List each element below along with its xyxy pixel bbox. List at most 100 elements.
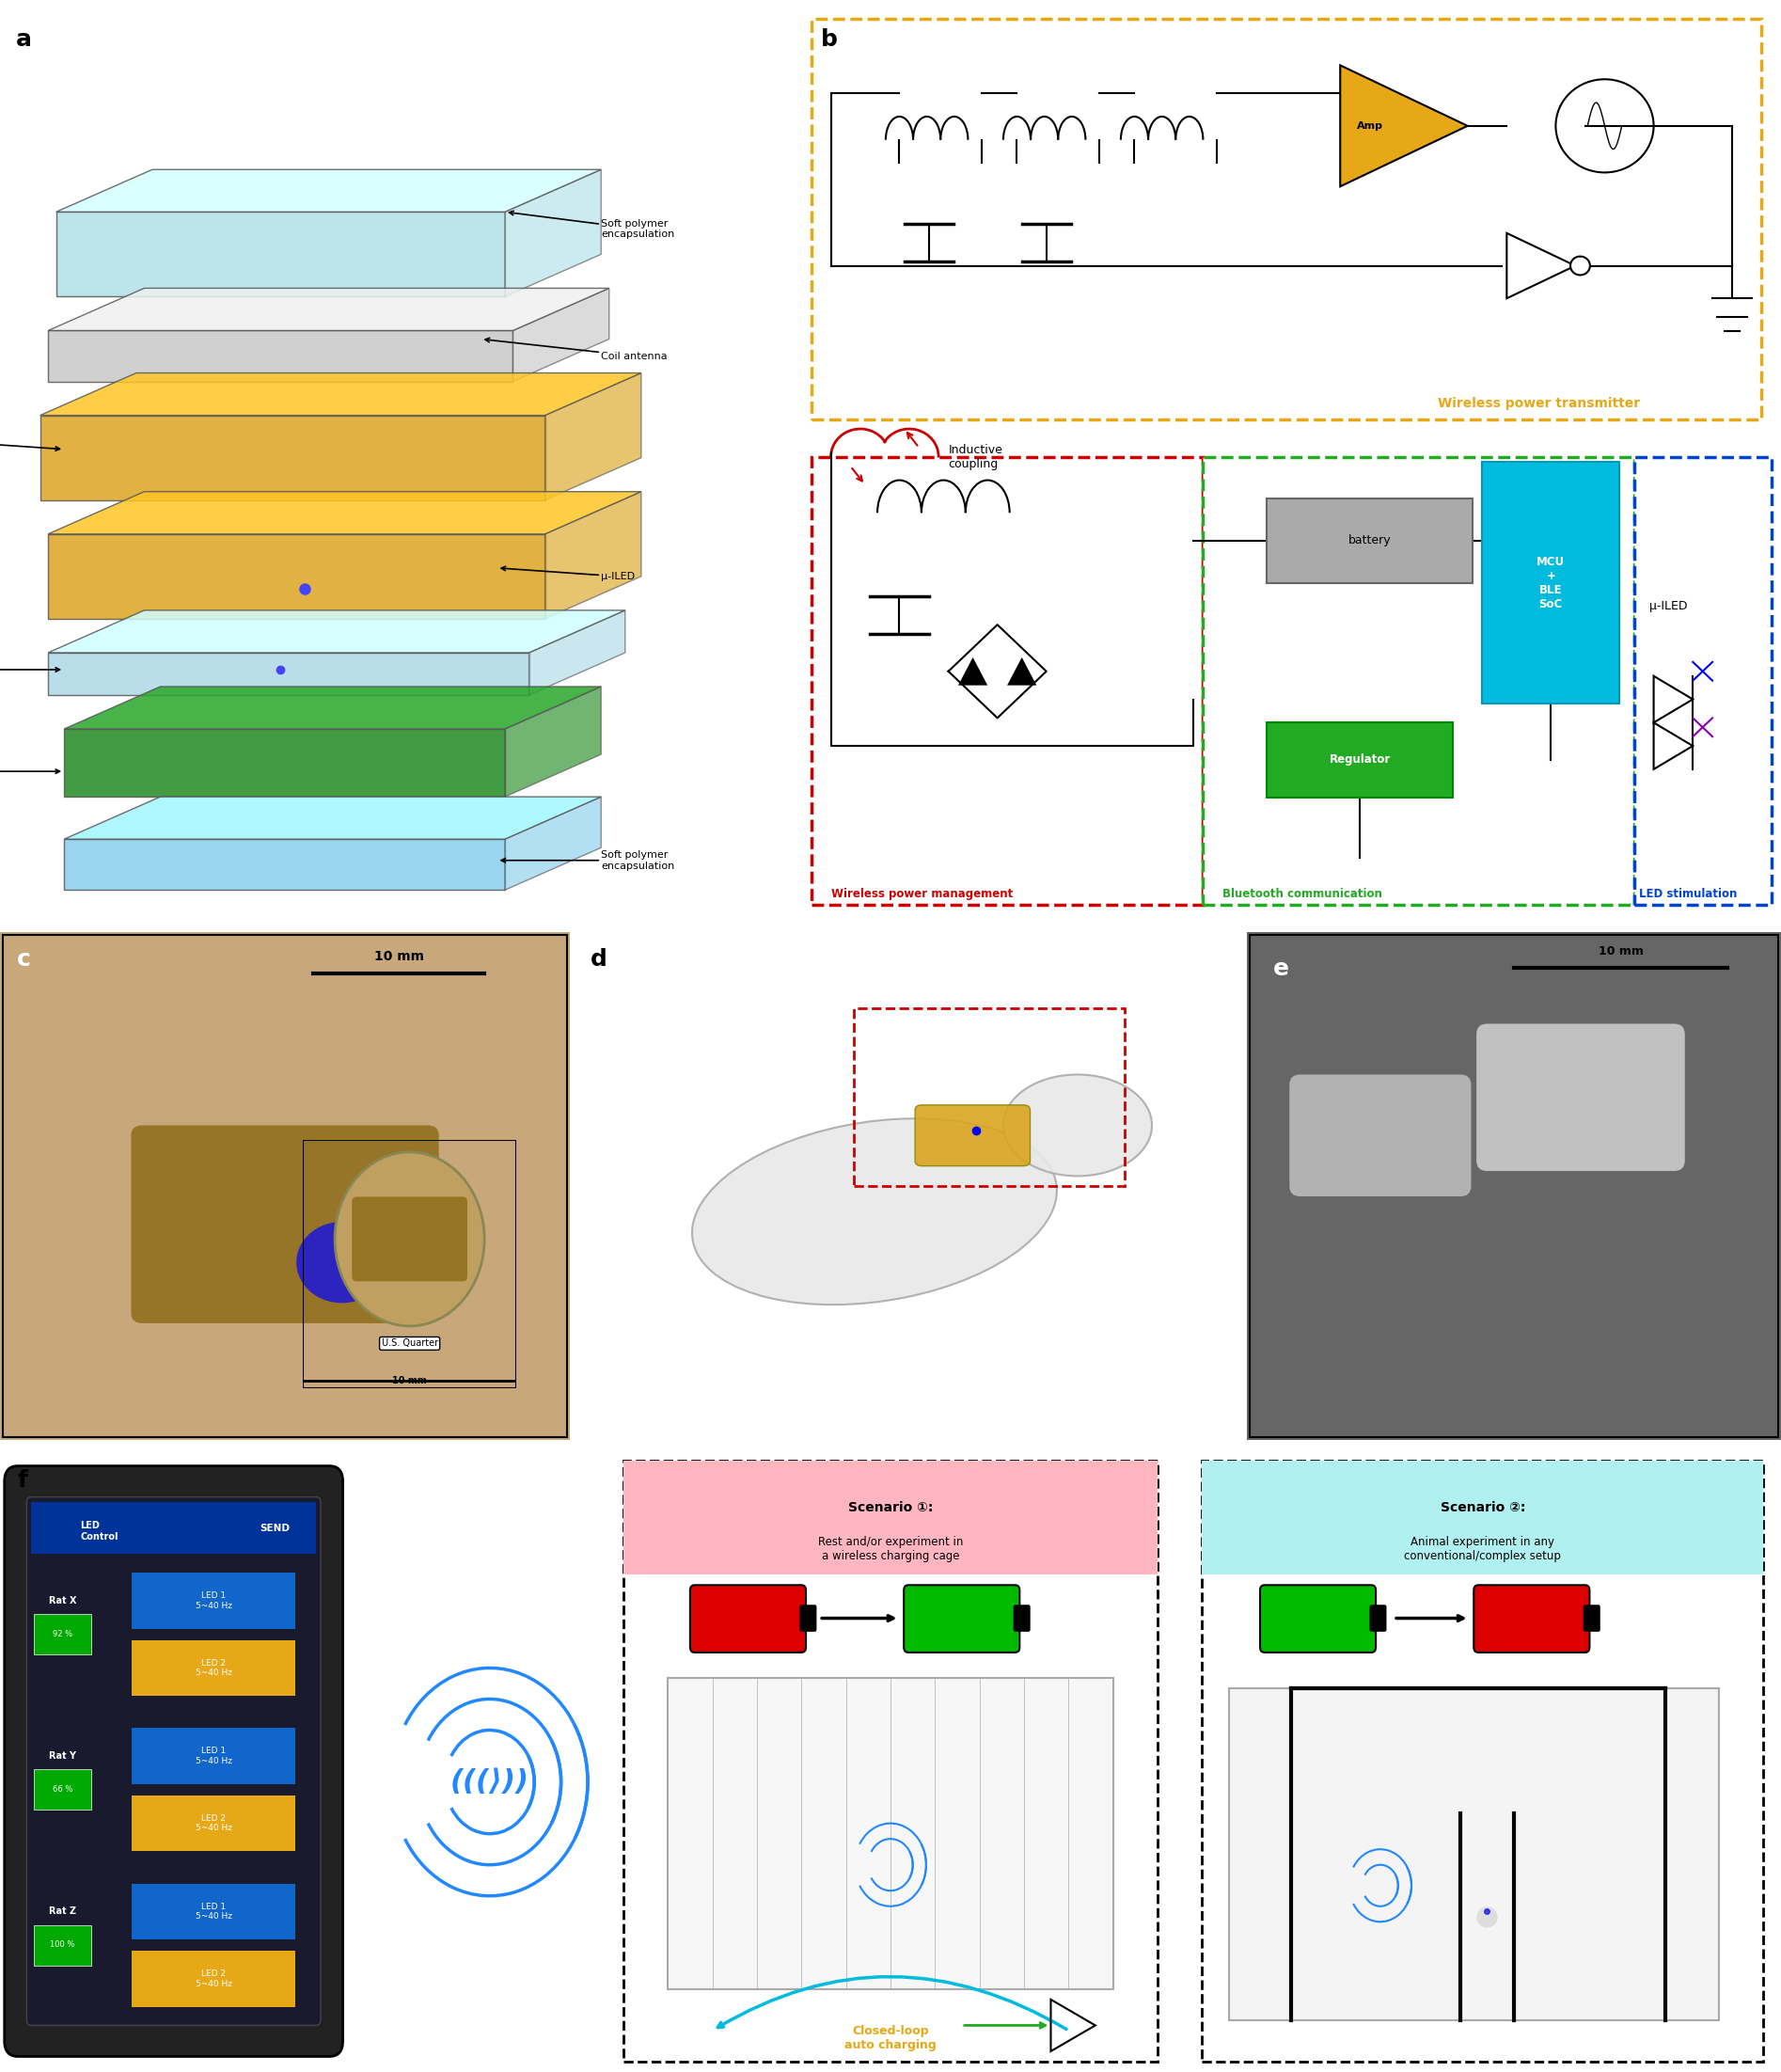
Text: Bluetooth
System-on-Chip: Bluetooth System-on-Chip <box>0 760 61 781</box>
FancyBboxPatch shape <box>132 1952 296 2006</box>
Text: (((⟩)): (((⟩)) <box>451 1767 529 1796</box>
FancyBboxPatch shape <box>1482 462 1619 704</box>
Polygon shape <box>64 798 602 839</box>
Text: Amp: Amp <box>1357 120 1382 131</box>
Text: 10 mm: 10 mm <box>392 1376 427 1386</box>
Polygon shape <box>57 170 602 211</box>
Polygon shape <box>513 288 609 381</box>
FancyBboxPatch shape <box>1261 1585 1377 1653</box>
FancyBboxPatch shape <box>1635 458 1772 903</box>
FancyBboxPatch shape <box>5 1467 342 2055</box>
FancyBboxPatch shape <box>1289 1075 1471 1196</box>
Polygon shape <box>506 798 602 891</box>
Text: 10 mm: 10 mm <box>1598 945 1644 957</box>
Text: battery: battery <box>1348 535 1391 547</box>
FancyBboxPatch shape <box>623 1461 1158 2062</box>
Polygon shape <box>64 729 506 798</box>
FancyBboxPatch shape <box>32 1502 317 1554</box>
FancyBboxPatch shape <box>623 1461 1158 1575</box>
FancyBboxPatch shape <box>668 1678 1113 1989</box>
FancyBboxPatch shape <box>132 1794 296 1852</box>
FancyBboxPatch shape <box>353 1198 467 1280</box>
FancyBboxPatch shape <box>1229 1689 1719 2020</box>
Ellipse shape <box>1003 1075 1152 1177</box>
FancyBboxPatch shape <box>812 458 1204 903</box>
FancyBboxPatch shape <box>1266 499 1473 582</box>
Text: Wireless power management: Wireless power management <box>830 887 1013 899</box>
Text: Battery: Battery <box>0 665 61 673</box>
FancyBboxPatch shape <box>1475 1585 1590 1653</box>
Text: Inductive
coupling: Inductive coupling <box>947 443 1003 470</box>
Text: Scenario ②:: Scenario ②: <box>1441 1500 1525 1515</box>
FancyBboxPatch shape <box>1013 1604 1031 1633</box>
Text: e: e <box>1273 957 1289 980</box>
FancyBboxPatch shape <box>1202 1461 1763 2062</box>
FancyBboxPatch shape <box>132 1728 296 1784</box>
Text: Soft polymer
encapsulation: Soft polymer encapsulation <box>500 850 675 870</box>
FancyBboxPatch shape <box>1476 1024 1685 1171</box>
Text: Rat X: Rat X <box>50 1595 77 1606</box>
Polygon shape <box>48 611 625 653</box>
Text: f: f <box>18 1469 28 1492</box>
Polygon shape <box>1008 657 1037 686</box>
Text: Bluetooth communication: Bluetooth communication <box>1224 887 1382 899</box>
Text: 100 %: 100 % <box>50 1939 75 1950</box>
Text: Rest and/or experiment in
a wireless charging cage: Rest and/or experiment in a wireless cha… <box>817 1535 964 1562</box>
FancyBboxPatch shape <box>1202 1461 1763 1575</box>
Polygon shape <box>64 686 602 729</box>
FancyBboxPatch shape <box>34 1925 91 1964</box>
Text: Scenario ①:: Scenario ①: <box>848 1500 933 1515</box>
Text: Wireless power transmitter: Wireless power transmitter <box>1439 398 1640 410</box>
Text: SEND: SEND <box>260 1523 289 1533</box>
FancyBboxPatch shape <box>691 1585 807 1653</box>
Polygon shape <box>1341 64 1468 186</box>
Text: 92 %: 92 % <box>52 1629 73 1639</box>
FancyBboxPatch shape <box>132 1125 438 1324</box>
Text: Closed-loop
auto charging: Closed-loop auto charging <box>844 2024 937 2051</box>
Text: Coil antenna: Coil antenna <box>484 338 668 361</box>
Text: Regulator: Regulator <box>1329 754 1391 767</box>
FancyBboxPatch shape <box>800 1604 816 1633</box>
Polygon shape <box>545 491 641 620</box>
Text: LED 1
5~40 Hz: LED 1 5~40 Hz <box>196 1902 232 1921</box>
FancyBboxPatch shape <box>1204 458 1635 903</box>
Polygon shape <box>41 414 545 499</box>
FancyBboxPatch shape <box>27 1496 321 2026</box>
FancyBboxPatch shape <box>812 19 1761 419</box>
Text: LED 2
5~40 Hz: LED 2 5~40 Hz <box>196 1660 232 1676</box>
FancyBboxPatch shape <box>903 1585 1019 1653</box>
FancyBboxPatch shape <box>1370 1604 1387 1633</box>
Text: U.S. Quarter: U.S. Quarter <box>381 1339 438 1349</box>
FancyBboxPatch shape <box>915 1104 1029 1167</box>
Polygon shape <box>57 211 506 296</box>
Text: c: c <box>18 947 30 970</box>
Polygon shape <box>64 839 506 891</box>
Polygon shape <box>48 288 609 332</box>
FancyBboxPatch shape <box>1583 1604 1601 1633</box>
FancyBboxPatch shape <box>132 1641 296 1695</box>
Text: LED 2
5~40 Hz: LED 2 5~40 Hz <box>196 1970 232 1987</box>
Polygon shape <box>545 373 641 499</box>
Polygon shape <box>1507 234 1576 298</box>
Text: d: d <box>590 947 607 970</box>
Polygon shape <box>41 373 641 414</box>
Text: LED 1
5~40 Hz: LED 1 5~40 Hz <box>196 1747 232 1765</box>
Text: LED
Control: LED Control <box>80 1521 118 1542</box>
FancyBboxPatch shape <box>34 1769 91 1811</box>
FancyBboxPatch shape <box>1266 723 1453 798</box>
Circle shape <box>296 1222 388 1303</box>
Text: Wireless power
management circuit: Wireless power management circuit <box>0 431 61 452</box>
Text: LED 1
5~40 Hz: LED 1 5~40 Hz <box>196 1591 232 1610</box>
Text: μ-ILED: μ-ILED <box>500 566 636 580</box>
Text: a: a <box>16 27 32 50</box>
Text: LED stimulation: LED stimulation <box>1639 887 1736 899</box>
Text: LED 2
5~40 Hz: LED 2 5~40 Hz <box>196 1815 232 1832</box>
Text: MCU
+
BLE
SoC: MCU + BLE SoC <box>1537 555 1565 609</box>
Text: Rat Z: Rat Z <box>50 1906 77 1917</box>
Text: 66 %: 66 % <box>52 1784 73 1794</box>
FancyBboxPatch shape <box>132 1573 296 1629</box>
Text: b: b <box>821 27 837 50</box>
Text: 10 mm: 10 mm <box>374 949 424 963</box>
Polygon shape <box>958 657 988 686</box>
Circle shape <box>335 1152 484 1326</box>
